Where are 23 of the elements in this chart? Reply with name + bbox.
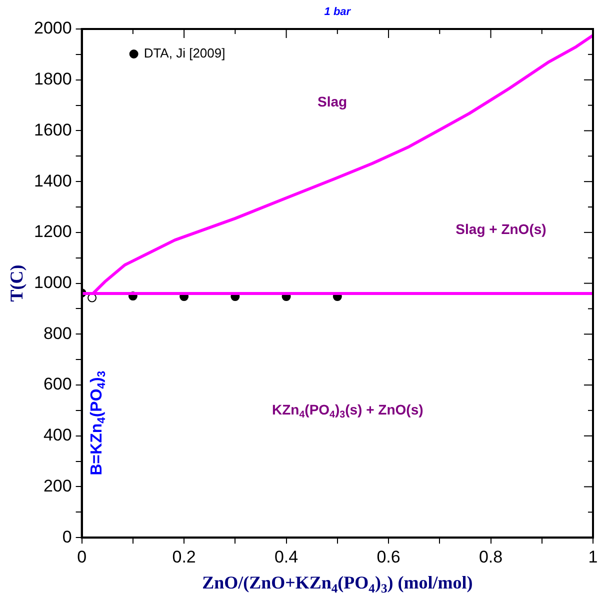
y-tick-label: 1000: [34, 272, 72, 292]
legend-label: DTA, Ji [2009]: [144, 46, 226, 61]
y-tick-label: 200: [43, 476, 72, 496]
y-tick-label: 1800: [34, 70, 72, 89]
annotation: B=KZn4(PO4)3: [88, 370, 108, 476]
y-tick-label: 800: [43, 324, 72, 343]
x-tick-label: 1: [588, 547, 598, 566]
y-tick-label: 0: [62, 527, 72, 546]
chart-title: 1 bar: [324, 6, 352, 18]
annotation: Slag: [318, 94, 348, 110]
y-tick-label: 1600: [34, 120, 72, 140]
x-tick-label: 0.4: [274, 547, 298, 566]
y-tick-label: 400: [43, 426, 72, 445]
y-tick-label: 2000: [34, 18, 72, 38]
x-tick-label: 0.8: [478, 547, 503, 566]
annotation: Slag + ZnO(s): [456, 220, 546, 237]
x-tick-label: 0.6: [376, 547, 400, 566]
y-tick-label: 1200: [34, 222, 72, 242]
x-tick-label: 0.2: [172, 547, 196, 566]
y-tick-label: 1400: [34, 171, 72, 190]
y-axis-title: T(C): [6, 264, 27, 302]
x-tick-label: 0: [77, 547, 87, 566]
y-tick-label: 600: [43, 374, 72, 394]
